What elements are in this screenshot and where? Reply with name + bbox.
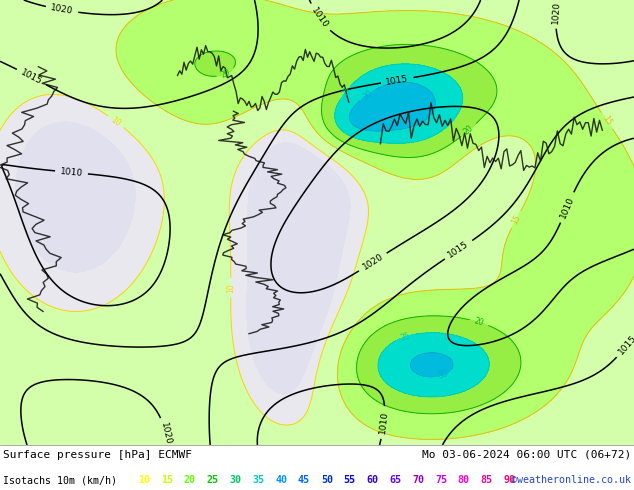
Text: 55: 55 <box>344 475 356 485</box>
Text: 25: 25 <box>207 475 219 485</box>
Text: 30: 30 <box>437 369 450 381</box>
Text: 1010: 1010 <box>309 6 330 30</box>
Text: 1015: 1015 <box>617 333 634 356</box>
Text: 20: 20 <box>219 68 232 80</box>
Text: Surface pressure [hPa] ECMWF: Surface pressure [hPa] ECMWF <box>3 450 192 460</box>
Text: 15: 15 <box>510 213 522 226</box>
Text: 35: 35 <box>252 475 264 485</box>
Text: 25: 25 <box>340 85 353 98</box>
Text: 70: 70 <box>412 475 424 485</box>
Text: 80: 80 <box>458 475 470 485</box>
Text: 1020: 1020 <box>50 3 74 16</box>
Text: 65: 65 <box>389 475 401 485</box>
Text: 1010: 1010 <box>60 167 83 178</box>
Text: 1010: 1010 <box>378 411 389 435</box>
Text: 1020: 1020 <box>551 0 562 24</box>
Text: 50: 50 <box>321 475 333 485</box>
Text: 20: 20 <box>473 317 485 328</box>
Text: Isotachs 10m (km/h): Isotachs 10m (km/h) <box>3 475 117 485</box>
Text: 1015: 1015 <box>19 68 44 86</box>
Text: 30: 30 <box>230 475 242 485</box>
Text: 90: 90 <box>503 475 515 485</box>
Text: 85: 85 <box>481 475 493 485</box>
Text: 10: 10 <box>110 115 122 128</box>
Text: 40: 40 <box>275 475 287 485</box>
Text: 15: 15 <box>161 475 173 485</box>
Text: 25: 25 <box>399 331 411 343</box>
Text: 10: 10 <box>138 475 150 485</box>
Text: 20: 20 <box>462 123 476 137</box>
Text: 30: 30 <box>361 88 375 101</box>
Text: 15: 15 <box>600 115 614 127</box>
Text: 45: 45 <box>298 475 310 485</box>
Text: 20: 20 <box>184 475 196 485</box>
Text: 1020: 1020 <box>158 421 172 446</box>
Text: 1015: 1015 <box>446 240 470 260</box>
Text: 10: 10 <box>226 283 235 293</box>
Text: 60: 60 <box>366 475 378 485</box>
Text: Mo 03-06-2024 06:00 UTC (06+72): Mo 03-06-2024 06:00 UTC (06+72) <box>422 450 631 460</box>
Text: ©weatheronline.co.uk: ©weatheronline.co.uk <box>511 475 631 485</box>
Text: 1010: 1010 <box>559 195 576 220</box>
Text: 1015: 1015 <box>385 74 410 87</box>
Text: 75: 75 <box>435 475 447 485</box>
Text: 1020: 1020 <box>361 252 385 272</box>
